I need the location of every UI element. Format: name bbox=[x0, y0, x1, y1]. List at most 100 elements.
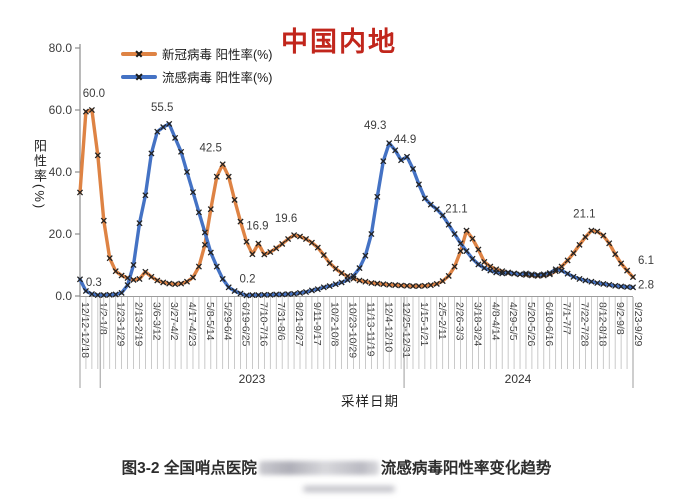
x-marker bbox=[338, 279, 345, 286]
x-marker bbox=[612, 251, 619, 258]
x-marker bbox=[451, 230, 458, 238]
x-marker bbox=[445, 272, 452, 279]
x-marker bbox=[183, 278, 191, 285]
x-tick-label: 3/27-4/2 bbox=[168, 302, 180, 341]
x-marker bbox=[546, 271, 553, 278]
data-label: 49.3 bbox=[364, 120, 386, 132]
x-marker bbox=[350, 272, 357, 279]
x-marker bbox=[94, 152, 101, 159]
x-marker bbox=[463, 227, 470, 234]
x-marker bbox=[326, 283, 333, 290]
x-marker bbox=[433, 206, 440, 213]
x-marker bbox=[546, 270, 553, 277]
x-marker bbox=[213, 173, 220, 180]
x-marker bbox=[172, 281, 179, 288]
x-marker bbox=[409, 165, 417, 172]
x-marker bbox=[522, 271, 530, 278]
x-marker bbox=[154, 128, 161, 135]
x-marker bbox=[380, 158, 387, 165]
x-tick-label: 12/25-12/31 bbox=[400, 302, 412, 358]
data-label: 44.9 bbox=[394, 134, 416, 146]
x-tick-label: 7/22-7/28 bbox=[578, 302, 590, 347]
x-marker bbox=[308, 287, 315, 294]
x-marker bbox=[594, 228, 601, 235]
x-marker bbox=[540, 272, 547, 279]
x-marker bbox=[189, 189, 197, 196]
x-tick-label: 2/13-2/19 bbox=[133, 302, 145, 347]
x-marker bbox=[380, 281, 387, 288]
data-label: 21.1 bbox=[445, 204, 467, 216]
legend-item-covid: 新冠病毒 阳性率(%) bbox=[121, 42, 272, 65]
x-marker bbox=[112, 268, 119, 275]
year-label-2024: 2024 bbox=[504, 372, 532, 386]
x-marker bbox=[296, 233, 304, 240]
x-marker bbox=[106, 255, 113, 262]
x-marker bbox=[600, 280, 607, 287]
x-marker bbox=[421, 195, 428, 202]
x-marker bbox=[421, 282, 428, 289]
x-marker bbox=[100, 292, 107, 299]
x-marker bbox=[124, 274, 131, 282]
x-marker bbox=[415, 181, 422, 188]
x-marker bbox=[516, 271, 524, 278]
x-marker bbox=[178, 280, 185, 287]
x-marker bbox=[118, 272, 125, 279]
x-marker bbox=[124, 282, 131, 289]
x-marker bbox=[374, 193, 381, 200]
x-marker bbox=[112, 291, 119, 298]
series-line bbox=[78, 122, 635, 298]
legend: 新冠病毒 阳性率(%) 流感病毒 阳性率(%) bbox=[121, 42, 272, 88]
x-marker bbox=[445, 221, 452, 228]
x-marker bbox=[499, 268, 506, 275]
x-marker bbox=[302, 235, 310, 243]
x-marker bbox=[582, 277, 589, 284]
x-marker bbox=[362, 278, 369, 285]
x-marker bbox=[356, 265, 363, 272]
x-marker bbox=[505, 269, 512, 276]
x-tick-label: 5/8-5/14 bbox=[204, 302, 216, 341]
x-marker bbox=[457, 240, 464, 247]
x-marker bbox=[570, 250, 577, 257]
x-tick-label: 2/5-2/11 bbox=[436, 302, 448, 340]
x-marker bbox=[94, 292, 101, 299]
x-tick-label: 8/21-8/27 bbox=[293, 302, 305, 347]
flu-line-swatch bbox=[121, 72, 157, 82]
covid-line-swatch bbox=[121, 49, 157, 59]
x-marker bbox=[552, 266, 559, 273]
x-marker bbox=[427, 282, 434, 289]
x-tick-label: 5/29-6/4 bbox=[222, 302, 234, 341]
x-marker bbox=[439, 212, 446, 219]
x-tick-label: 1/23-1/29 bbox=[115, 302, 127, 347]
x-tick-label: 7/1-7/7 bbox=[561, 302, 573, 335]
x-marker bbox=[624, 283, 631, 291]
data-label: 60.0 bbox=[83, 88, 105, 100]
x-tick-label: 3/18-3/24 bbox=[471, 302, 483, 347]
x-marker bbox=[88, 106, 95, 114]
y-tick-label: 40.0 bbox=[49, 165, 73, 179]
x-marker bbox=[326, 260, 333, 267]
x-tick-label: 4/8-4/14 bbox=[489, 302, 501, 341]
x-marker bbox=[594, 279, 601, 287]
x-marker bbox=[178, 148, 185, 155]
x-marker bbox=[207, 206, 214, 213]
x-marker bbox=[511, 270, 518, 277]
x-marker bbox=[386, 281, 393, 288]
x-tick-label: 6/19-6/25 bbox=[240, 302, 252, 347]
x-marker bbox=[606, 240, 613, 247]
legend-item-flu: 流感病毒 阳性率(%) bbox=[121, 65, 272, 88]
x-marker bbox=[540, 271, 547, 278]
x-marker bbox=[534, 271, 541, 278]
x-marker bbox=[475, 261, 482, 268]
redaction-smudge bbox=[258, 461, 379, 475]
x-marker bbox=[368, 279, 375, 287]
x-marker bbox=[439, 278, 446, 285]
x-marker bbox=[463, 248, 470, 255]
x-marker bbox=[528, 272, 535, 279]
x-marker bbox=[183, 168, 191, 176]
x-marker bbox=[386, 140, 393, 147]
x-marker bbox=[82, 287, 89, 295]
x-marker bbox=[469, 255, 476, 262]
x-marker bbox=[237, 290, 244, 297]
x-marker bbox=[291, 290, 298, 297]
x-marker bbox=[528, 271, 535, 278]
